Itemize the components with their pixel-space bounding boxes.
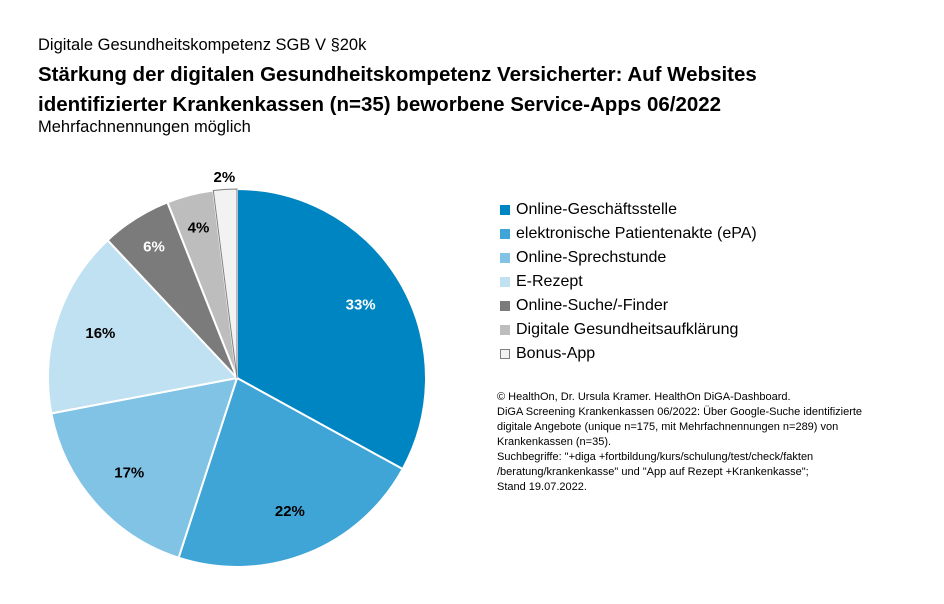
legend-swatch bbox=[500, 349, 510, 359]
pie-slice-online-sprechstunde bbox=[50, 376, 239, 560]
source-line: Suchbegriffe: "+diga +fortbildung/kurs/s… bbox=[497, 451, 814, 463]
legend-label: elektronische Patientenakte (ePA) bbox=[516, 225, 757, 242]
source-line: digitale Angebote (unique n=175, mit Meh… bbox=[497, 421, 839, 433]
chart-supertitle: Digitale Gesundheitskompetenz SGB V §20k bbox=[38, 36, 367, 54]
legend-swatch bbox=[500, 253, 510, 263]
legend-swatch bbox=[500, 229, 510, 239]
data-label-online-gesch-ftsstelle: 33% bbox=[346, 296, 376, 313]
legend-label: Bonus-App bbox=[516, 345, 596, 362]
chart-title-line-1: Stärkung der digitalen Gesundheitskompet… bbox=[38, 63, 757, 86]
source-line: Stand 19.07.2022. bbox=[497, 481, 587, 493]
data-label-elektronische-patientenakte-epa: 22% bbox=[275, 503, 305, 520]
data-label-online-suche-finder: 6% bbox=[143, 239, 165, 256]
legend-item-online-gesch-ftsstelle: Online-Geschäftsstelle bbox=[500, 198, 757, 222]
source-line: Krankenkassen (n=35). bbox=[497, 436, 612, 448]
data-label-online-sprechstunde: 17% bbox=[114, 464, 144, 481]
pie-slice-e-rezept bbox=[47, 238, 239, 415]
data-label-e-rezept: 16% bbox=[85, 325, 115, 342]
legend-swatch bbox=[500, 301, 510, 311]
legend-item-online-sprechstunde: Online-Sprechstunde bbox=[500, 246, 757, 270]
legend-label: Online-Geschäftsstelle bbox=[516, 201, 677, 218]
pie-slice-elektronische-patientenakte-epa bbox=[177, 376, 404, 568]
legend-swatch bbox=[500, 205, 510, 215]
legend-item-online-suche-finder: Online-Suche/-Finder bbox=[500, 294, 757, 318]
chart-title: Stärkung der digitalen Gesundheitskompet… bbox=[38, 60, 918, 120]
legend-label: Digitale Gesundheitsaufklärung bbox=[516, 321, 739, 338]
chart-legend: Online-Geschäftsstelle elektronische Pati… bbox=[500, 198, 757, 366]
data-label-digitale-gesundheitsaufkl-rung: 4% bbox=[188, 219, 210, 236]
source-line: /beratung/krankenkasse" und "App auf Rez… bbox=[497, 466, 809, 478]
chart-subtitle: Mehrfachnennungen möglich bbox=[38, 118, 251, 136]
source-note: © HealthOn, Dr. Ursula Kramer. HealthOn … bbox=[497, 390, 897, 495]
legend-item-elektronische-patientenakte-epa: elektronische Patientenakte (ePA) bbox=[500, 222, 757, 246]
data-label-bonus-app: 2% bbox=[214, 169, 236, 186]
legend-item-digitale-gesundheitsaufkl-rung: Digitale Gesundheitsaufklärung bbox=[500, 318, 757, 342]
legend-label: E-Rezept bbox=[516, 273, 583, 290]
pie-slice-online-gesch-ftsstelle bbox=[236, 187, 427, 471]
legend-swatch bbox=[500, 277, 510, 287]
pie-slice-bonus-app bbox=[212, 188, 238, 379]
legend-swatch bbox=[500, 325, 510, 335]
source-line: DiGA Screening Krankenkassen 06/2022: Üb… bbox=[497, 406, 863, 418]
source-line: © HealthOn, Dr. Ursula Kramer. HealthOn … bbox=[497, 391, 791, 403]
legend-label: Online-Suche/-Finder bbox=[516, 297, 669, 314]
chart-title-line-2: identifizierter Krankenkassen (n=35) bew… bbox=[38, 93, 722, 116]
legend-label: Online-Sprechstunde bbox=[516, 249, 667, 266]
legend-item-e-rezept: E-Rezept bbox=[500, 270, 757, 294]
legend-item-bonus-app: Bonus-App bbox=[500, 342, 757, 366]
